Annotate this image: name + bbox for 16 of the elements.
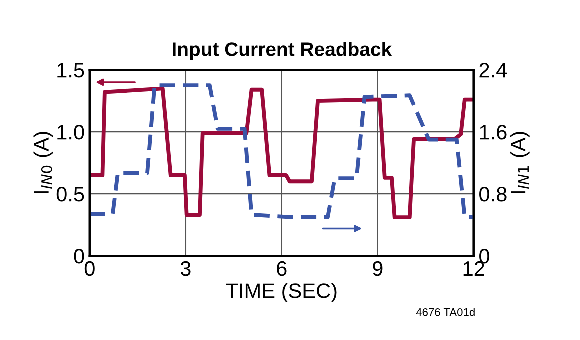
x-tick-label: 0 <box>84 261 95 276</box>
chart-title: Input Current Readback <box>172 42 392 60</box>
y-axis-title: I$_{IN0}$ (A) <box>34 132 54 194</box>
x-axis-title: TIME (SEC) <box>226 283 337 302</box>
y2-tick-label: 0.8 <box>480 187 507 202</box>
y2-tick-label: 1.6 <box>480 125 507 140</box>
x-tick-label: 6 <box>277 261 287 276</box>
y-tick-label: 1.0 <box>58 125 84 140</box>
y2-axis-title: I$_{IN1}$ (A) <box>510 132 530 194</box>
x-tick-label: 9 <box>373 261 383 276</box>
y2-tick-label: 2.4 <box>480 63 508 78</box>
x-tick-label: 3 <box>180 261 191 276</box>
y-tick-label: 0.5 <box>56 187 84 202</box>
y-tick-label: 1.5 <box>58 63 84 78</box>
text: 4676 TA01d <box>416 308 475 316</box>
y-tick-label: 0 <box>74 249 84 264</box>
